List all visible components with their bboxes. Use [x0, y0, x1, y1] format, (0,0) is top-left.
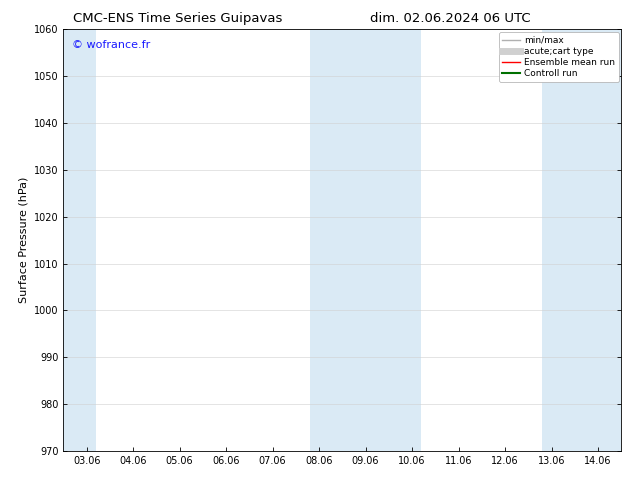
- Legend: min/max, acute;cart type, Ensemble mean run, Controll run: min/max, acute;cart type, Ensemble mean …: [499, 32, 619, 82]
- Text: CMC-ENS Time Series Guipavas: CMC-ENS Time Series Guipavas: [73, 12, 282, 25]
- Bar: [542, 29, 621, 451]
- Bar: [63, 29, 96, 451]
- Y-axis label: Surface Pressure (hPa): Surface Pressure (hPa): [18, 177, 29, 303]
- Bar: [310, 29, 422, 451]
- Text: dim. 02.06.2024 06 UTC: dim. 02.06.2024 06 UTC: [370, 12, 531, 25]
- Text: © wofrance.fr: © wofrance.fr: [72, 40, 150, 50]
